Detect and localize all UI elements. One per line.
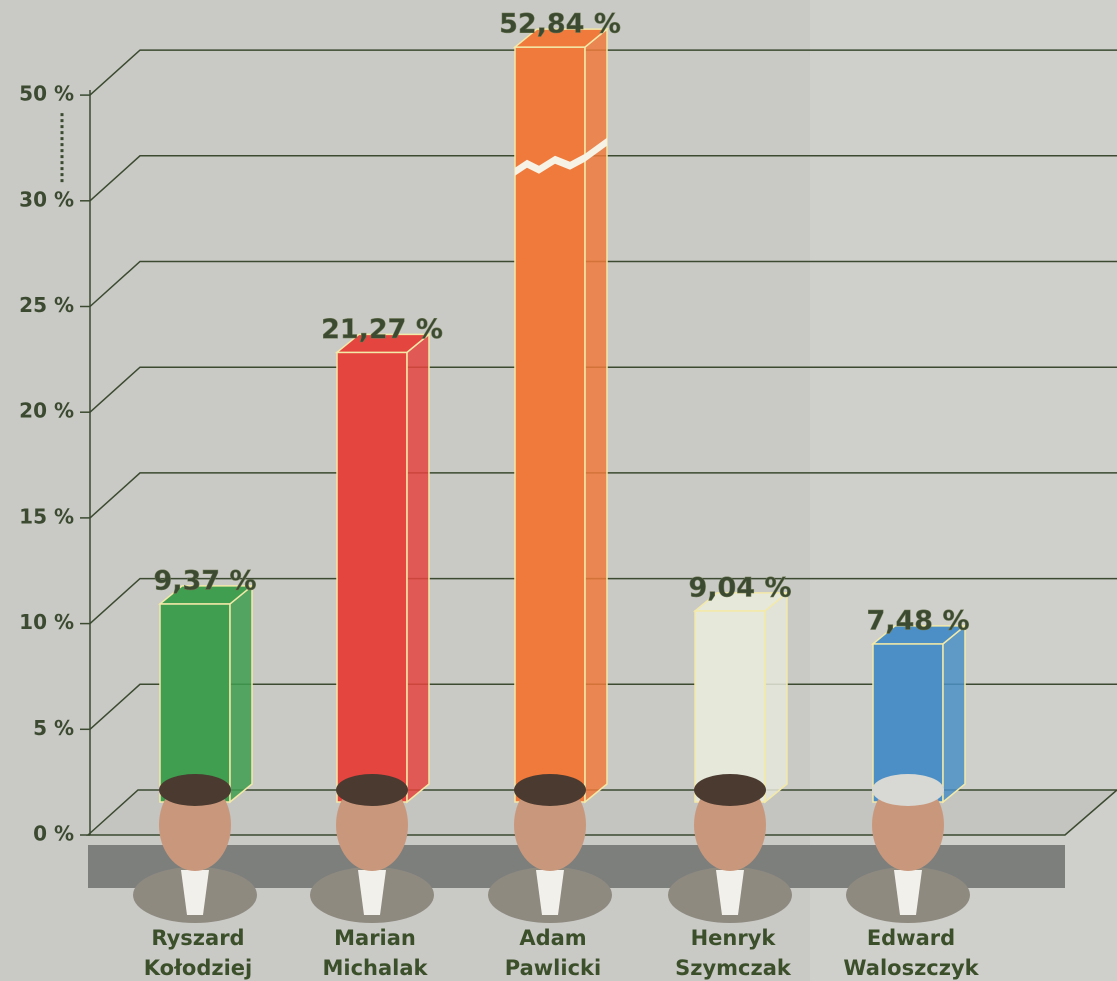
break-mark	[515, 137, 607, 176]
grid-line	[89, 472, 1117, 519]
y-tick-label: 25 %	[19, 293, 74, 317]
bar-side	[764, 591, 788, 804]
portrait-hair	[336, 774, 408, 806]
value-label: 21,27 %	[321, 314, 443, 345]
grid-line	[89, 683, 1117, 730]
y-tick-label: 10 %	[19, 610, 74, 634]
y-tick-label: 0 %	[33, 822, 74, 846]
grid-line	[89, 260, 1117, 308]
grid-line	[89, 366, 1117, 413]
bar-side	[229, 584, 253, 804]
bar-top	[512, 28, 610, 48]
portrait-hair	[872, 774, 944, 806]
portrait-collar	[181, 870, 209, 915]
grid-line	[89, 155, 1117, 202]
y-tick-label: 5 %	[33, 716, 74, 740]
bar	[159, 603, 231, 803]
value-label: 9,04 %	[688, 572, 791, 603]
value-label: 9,37 %	[153, 565, 256, 596]
category-label: Ryszard Kołodziej	[143, 926, 253, 980]
floor	[86, 789, 1117, 836]
grid-line	[89, 49, 1117, 96]
bar	[694, 610, 766, 803]
portrait-collar	[894, 870, 922, 915]
portrait-hair	[694, 774, 766, 806]
bar-top	[870, 625, 968, 645]
category-label: Adam Pawlicki	[504, 926, 602, 980]
portrait-collar	[716, 870, 744, 915]
bar-side	[942, 624, 966, 804]
y-tick-label: 15 %	[19, 504, 74, 528]
bar-top	[157, 585, 255, 605]
y-tick-label: 50 %	[19, 82, 74, 106]
grid-line	[89, 577, 1117, 625]
category-label: Marian Michalak	[322, 926, 428, 980]
value-label: 7,48 %	[866, 605, 969, 636]
y-tick-label: 20 %	[19, 399, 74, 423]
category-label: Edward Waloszczyk	[843, 926, 979, 980]
y-tick-label: 30 %	[19, 187, 74, 211]
category-label: Henryk Szymczak	[675, 926, 791, 980]
bar-top	[334, 333, 432, 354]
value-label: 52,84 %	[499, 9, 621, 40]
portrait-collar	[536, 870, 564, 915]
bar-side	[406, 332, 430, 804]
portrait-hair	[514, 774, 586, 806]
portrait-hair	[159, 774, 231, 806]
bar	[336, 351, 408, 803]
bar	[514, 46, 586, 803]
portrait-collar	[358, 870, 386, 915]
bar-top	[692, 592, 790, 612]
